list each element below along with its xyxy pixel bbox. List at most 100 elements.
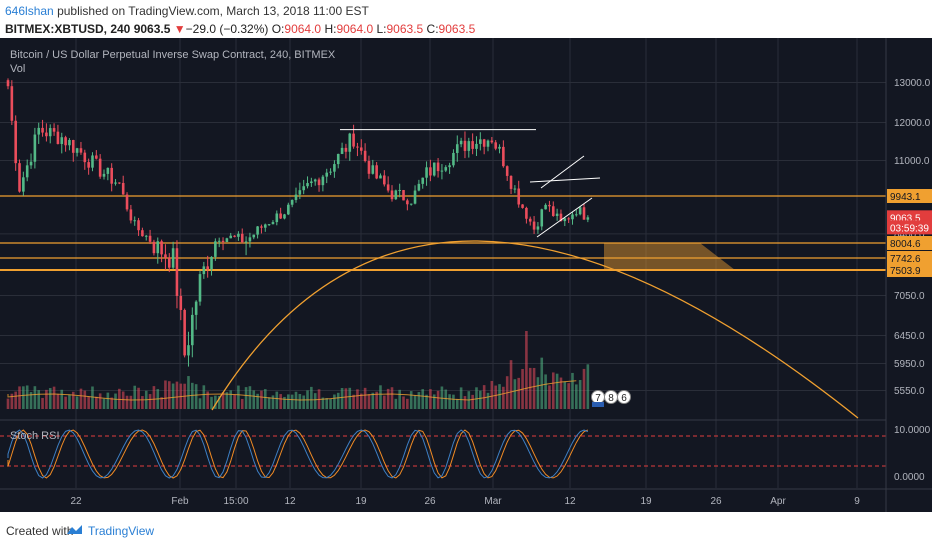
candle-body — [367, 161, 371, 174]
candle-body — [525, 207, 528, 219]
candle-body — [240, 233, 244, 243]
time-tick-label: 22 — [70, 496, 82, 507]
stoch-rsi — [0, 429, 886, 479]
volume-bar — [436, 390, 440, 409]
candle-body — [290, 199, 294, 205]
rsi-d-line — [7, 429, 589, 479]
chart-title: Bitcoin / US Dollar Perpetual Inverse Sw… — [10, 49, 336, 61]
candle-body — [340, 147, 344, 154]
candle-body — [386, 184, 390, 191]
volume-bar — [394, 398, 398, 409]
volume-bar — [425, 394, 428, 409]
low-label: L: — [376, 22, 387, 36]
event-badge-circle — [617, 390, 631, 404]
volume-bar — [275, 391, 279, 409]
time-tick-label: 19 — [640, 496, 652, 507]
volume-bar — [475, 387, 478, 409]
volume-bar — [459, 387, 463, 409]
volume-bar — [359, 393, 363, 409]
axes: 13000.0 12000.0 11000.0 8400.0 7050.0 6450.0 5… — [0, 38, 932, 512]
candle-body — [429, 167, 432, 176]
price-tick-label: 13000.0 — [894, 78, 931, 89]
candle-body — [260, 226, 263, 228]
candle-body — [10, 86, 14, 121]
candle-body — [194, 301, 198, 315]
volume-bar — [525, 331, 528, 409]
created-with-text: Created with — [6, 524, 74, 538]
time-tick-label: Mar — [484, 496, 502, 507]
candle-body — [482, 139, 486, 147]
candle-body — [436, 162, 440, 172]
change-value: −29.0 (−0.32%) — [185, 22, 269, 36]
volume-bar — [455, 398, 459, 409]
volume-bar — [29, 392, 33, 409]
username-link[interactable]: 646lshan — [5, 4, 54, 18]
candle-body — [317, 179, 321, 186]
volume-bar — [563, 381, 567, 409]
candle-body — [156, 241, 160, 254]
volume-bar — [225, 392, 229, 409]
volume-bar — [18, 386, 21, 409]
volume-bar — [194, 384, 198, 409]
volume-bar — [237, 385, 240, 409]
candle-body — [586, 217, 590, 220]
candle-body — [383, 175, 386, 185]
volume-bar — [244, 387, 248, 409]
candle-body — [302, 186, 305, 191]
candle-body — [294, 194, 298, 200]
volume-bar — [91, 386, 94, 409]
candle-body — [467, 141, 471, 151]
candle-body — [563, 218, 567, 222]
volume-bar — [214, 395, 217, 409]
volume-bar — [287, 394, 290, 409]
candle-body — [540, 209, 544, 227]
price-label-text: 03:59:39 — [890, 223, 929, 234]
price-tick-label: 7050.0 — [894, 291, 925, 302]
candle-body — [521, 204, 524, 208]
candle-body — [421, 177, 425, 184]
volume-bar — [229, 390, 233, 409]
volume-bar — [413, 395, 417, 409]
volume-bar — [260, 390, 263, 409]
candle-body — [37, 127, 41, 135]
candle-body — [390, 190, 394, 200]
candle-body — [98, 158, 102, 177]
volume-bar — [421, 389, 425, 409]
candle-body — [463, 140, 467, 151]
candle-body — [244, 241, 248, 243]
price-label-box — [887, 263, 932, 277]
price-label-text: 8004.6 — [890, 239, 921, 250]
candle-body — [313, 179, 317, 182]
time-tick-label: 19 — [355, 496, 367, 507]
open-label: O: — [271, 22, 285, 36]
candle-body — [221, 240, 225, 243]
time-tick-label: Feb — [171, 496, 189, 507]
volume-bar — [417, 392, 421, 409]
price-label-text: 9943.1 — [890, 192, 921, 203]
candle-body — [551, 206, 555, 216]
candle-body — [287, 204, 290, 215]
price-tick-label: 5550.0 — [894, 386, 925, 397]
change-arrow: ▼ — [173, 22, 186, 36]
volume-bar — [68, 394, 71, 409]
candle-body — [164, 254, 167, 258]
candle-body — [102, 173, 106, 177]
rsi-tick-label: 0.0000 — [894, 472, 925, 483]
volume-bar — [502, 386, 505, 409]
volume-bar — [125, 395, 129, 409]
volume-bar — [87, 396, 90, 409]
volume-bar — [129, 395, 133, 409]
candle-body — [528, 218, 532, 222]
tradingview-brand-link[interactable]: TradingView — [88, 524, 155, 538]
volume-bar — [479, 390, 482, 409]
candle-body — [263, 224, 267, 228]
volume-bar — [575, 384, 578, 409]
volume-bar — [390, 387, 394, 409]
candle-body — [41, 127, 44, 133]
candle-body — [167, 257, 171, 268]
volume-bar — [263, 389, 267, 409]
candle-body — [129, 209, 133, 221]
volume-bar — [198, 398, 202, 409]
